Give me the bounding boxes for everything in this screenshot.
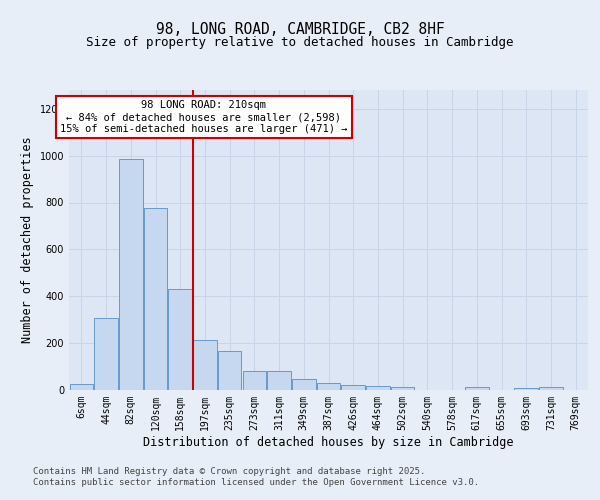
Bar [70, 384, 93, 390]
Bar [268, 371, 291, 390]
Bar [218, 352, 241, 390]
Bar [169, 289, 192, 390]
Bar [242, 371, 266, 390]
Y-axis label: Number of detached properties: Number of detached properties [21, 136, 34, 344]
Text: Size of property relative to detached houses in Cambridge: Size of property relative to detached ho… [86, 36, 514, 49]
Bar [366, 386, 389, 390]
X-axis label: Distribution of detached houses by size in Cambridge: Distribution of detached houses by size … [143, 436, 514, 448]
Text: Contains HM Land Registry data © Crown copyright and database right 2025.
Contai: Contains HM Land Registry data © Crown c… [33, 468, 479, 487]
Bar [119, 159, 143, 390]
Bar [391, 387, 415, 390]
Bar [465, 387, 488, 390]
Bar [94, 318, 118, 390]
Bar [341, 386, 365, 390]
Text: 98 LONG ROAD: 210sqm
← 84% of detached houses are smaller (2,598)
15% of semi-de: 98 LONG ROAD: 210sqm ← 84% of detached h… [60, 100, 347, 134]
Bar [292, 379, 316, 390]
Bar [144, 208, 167, 390]
Bar [193, 340, 217, 390]
Bar [317, 383, 340, 390]
Bar [539, 387, 563, 390]
Text: 98, LONG ROAD, CAMBRIDGE, CB2 8HF: 98, LONG ROAD, CAMBRIDGE, CB2 8HF [155, 22, 445, 38]
Bar [514, 388, 538, 390]
